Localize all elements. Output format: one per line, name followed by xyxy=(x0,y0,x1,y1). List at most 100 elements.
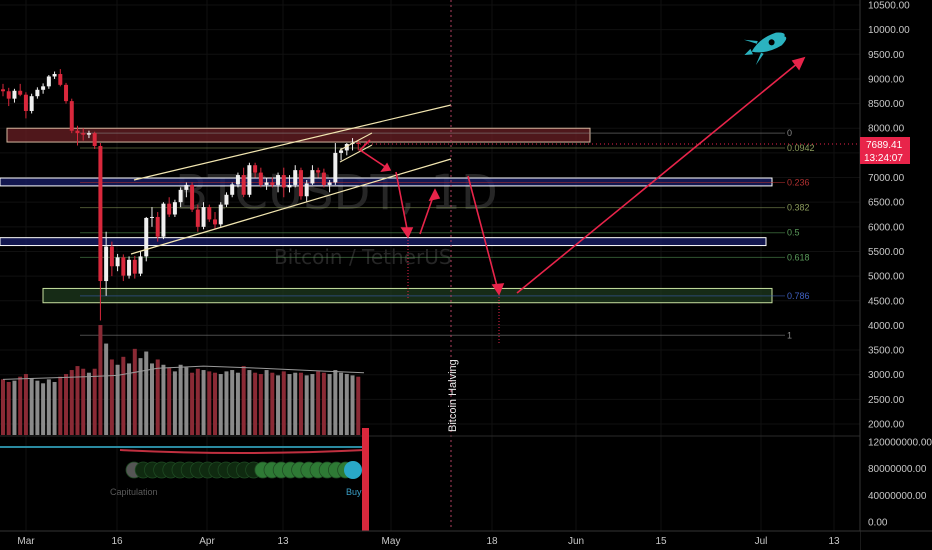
candle-body xyxy=(58,74,63,85)
date-axis-labels: Mar 16 Apr 13 May 18 Jun 15 Jul 13 xyxy=(17,536,840,547)
date-tick-label: Jul xyxy=(755,536,768,547)
candle-body xyxy=(1,89,5,92)
price-tick-label: 2500.00 xyxy=(868,395,905,406)
channel-lower-line[interactable] xyxy=(130,158,452,255)
volume-bar xyxy=(86,372,91,435)
indicator-capitulation-label: Capitulation xyxy=(110,487,158,497)
volume-bar xyxy=(230,370,235,435)
volume-bar xyxy=(201,370,206,435)
volume-bar xyxy=(241,366,246,435)
date-tick-label: 15 xyxy=(655,536,667,547)
candle-body xyxy=(35,89,40,97)
price-tick-label: 2000.00 xyxy=(868,420,905,431)
small-wedge-lower[interactable] xyxy=(339,144,373,163)
candle-body xyxy=(115,257,120,267)
arrow-up-2[interactable] xyxy=(516,62,799,294)
volume-bar xyxy=(224,371,229,435)
support-zone-2 xyxy=(0,237,767,247)
price-tick-label: 10500.00 xyxy=(868,1,910,12)
candle-body xyxy=(149,216,154,218)
volume-bar xyxy=(258,374,263,435)
candle-body xyxy=(241,175,246,195)
candle-body xyxy=(12,90,17,99)
volume-bar xyxy=(12,380,17,435)
candle-body xyxy=(127,259,132,276)
rising-channel[interactable] xyxy=(130,104,452,255)
candle-body xyxy=(264,182,269,185)
volume-bar xyxy=(298,372,303,435)
candle-body xyxy=(161,203,166,237)
candle-body xyxy=(298,170,303,197)
indicator-line-red xyxy=(119,449,366,454)
volume-bar xyxy=(18,376,23,435)
fib-label: 0.0942 xyxy=(787,143,815,153)
volume-bar xyxy=(276,375,281,435)
date-tick-label: Jun xyxy=(568,536,584,547)
volume-bar xyxy=(333,370,338,435)
candle-body xyxy=(195,209,200,227)
volume-bar xyxy=(132,348,137,435)
price-tick-label: 6500.00 xyxy=(868,198,905,209)
candle-body xyxy=(356,143,361,145)
volume-bar xyxy=(270,372,275,435)
arrow-head-1 xyxy=(380,162,392,173)
arrow-up-1[interactable] xyxy=(419,193,435,235)
projection-arrows[interactable] xyxy=(358,56,806,296)
time-axis[interactable] xyxy=(0,531,860,550)
price-axis[interactable] xyxy=(860,0,932,550)
volume-bar xyxy=(92,368,97,435)
price-tick-label: 8500.00 xyxy=(868,99,905,110)
volume-bar xyxy=(253,372,258,435)
volume-bar xyxy=(247,370,252,435)
candle-body xyxy=(69,101,74,131)
indicator-buy-label: Buy xyxy=(346,487,362,497)
indicator-pane[interactable] xyxy=(0,428,369,531)
current-price-tag-bg xyxy=(860,137,910,151)
candle-body xyxy=(327,182,332,185)
volume-bar xyxy=(138,358,143,435)
date-tick-label: Apr xyxy=(199,536,215,547)
candle-body xyxy=(235,175,240,185)
fib-label: 0.382 xyxy=(787,203,810,213)
volume-bar xyxy=(195,368,200,435)
candle-body xyxy=(81,133,86,135)
arrow-down-1[interactable] xyxy=(358,139,391,171)
candle-body xyxy=(247,165,252,195)
candle-body xyxy=(276,175,281,185)
halving-label: Bitcoin Halving xyxy=(447,359,459,432)
date-tick-label: Mar xyxy=(17,536,35,547)
resistance-zone xyxy=(6,127,591,143)
countdown-tag-bg xyxy=(860,151,910,164)
candle-body xyxy=(75,130,80,134)
candle-body xyxy=(218,204,223,225)
fib-label: 0.236 xyxy=(787,177,810,187)
arrow-down-2[interactable] xyxy=(395,171,409,235)
volume-bar xyxy=(190,372,195,435)
volume-bar xyxy=(115,364,120,435)
candle-body xyxy=(333,152,338,183)
volume-bar xyxy=(264,370,269,435)
volume-bar xyxy=(178,364,183,435)
arrow-down-3[interactable] xyxy=(467,175,499,291)
candle-body xyxy=(287,184,292,188)
candle-body xyxy=(104,246,109,282)
candle-body xyxy=(253,165,258,173)
volume-bar xyxy=(1,379,5,435)
volume-tick-label: 80000000.00 xyxy=(868,464,927,475)
candle-body xyxy=(190,184,195,210)
channel-upper-line[interactable] xyxy=(133,104,452,181)
candle-body xyxy=(321,172,326,185)
volume-bar xyxy=(127,363,132,435)
candle-body xyxy=(339,150,344,153)
current-price-tag-text: 7689.41 xyxy=(866,140,903,151)
volume-bar xyxy=(41,383,46,435)
small-wedge-upper[interactable] xyxy=(339,132,373,151)
candle-body xyxy=(316,170,321,173)
volume-bar xyxy=(281,371,286,435)
date-tick-label: 13 xyxy=(277,536,289,547)
candle-body xyxy=(6,91,11,99)
countdown-tag-text: 13:24:07 xyxy=(864,153,903,164)
date-tick-label: 16 xyxy=(111,536,123,547)
candle-body xyxy=(46,76,51,87)
